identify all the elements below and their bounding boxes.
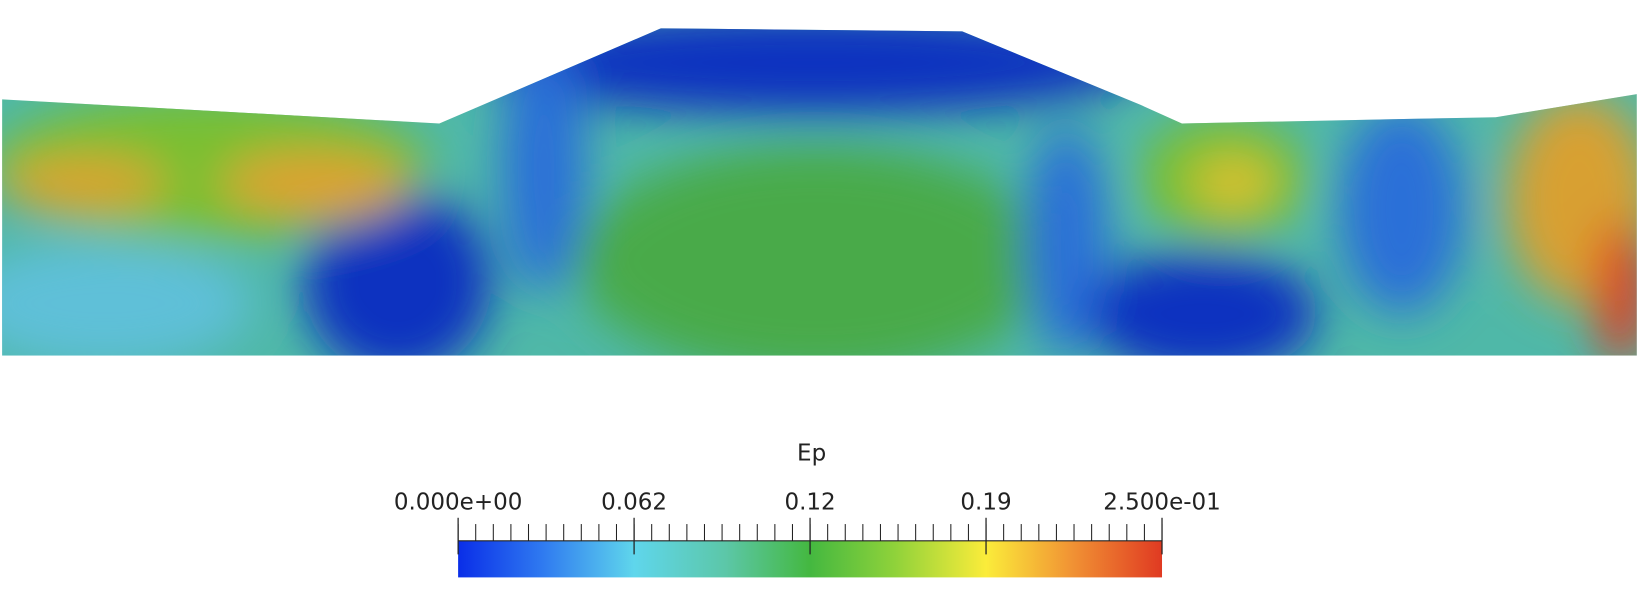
tick-label: 0.062	[601, 489, 667, 515]
tick-label: 0.19	[960, 489, 1011, 515]
colorbar-title: Ep	[797, 440, 826, 466]
colorbar-ticks: 0.000e+00 0.062 0.12 0.19 2.500e-01	[394, 489, 1221, 555]
tick-label: 2.500e-01	[1103, 489, 1221, 515]
tick-label: 0.000e+00	[394, 489, 523, 515]
tick-label: 0.12	[784, 489, 835, 515]
field	[2, 28, 1637, 356]
